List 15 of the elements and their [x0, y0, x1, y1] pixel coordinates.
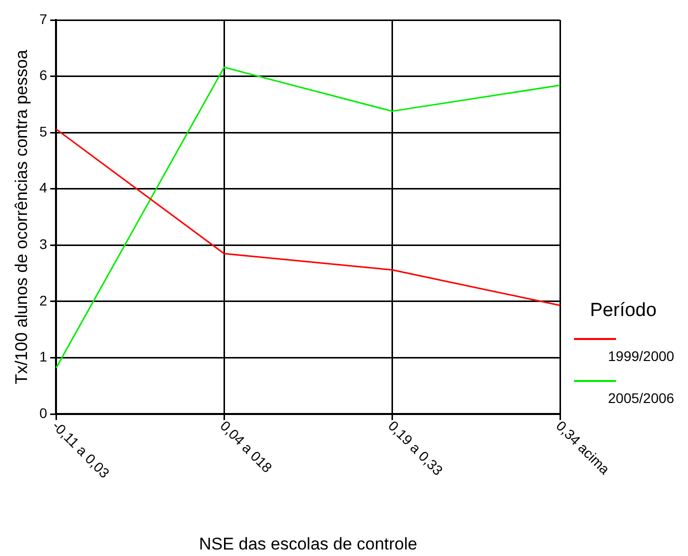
legend-label: 1999/2000 [608, 348, 674, 364]
y-tick-label: 7 [39, 10, 48, 27]
y-tick-label: 2 [39, 292, 48, 308]
legend-label: 2005/2006 [608, 390, 674, 406]
x-tick-label: 0,19 a 0,33 [385, 418, 446, 479]
x-axis-title: NSE das escolas de controle [198, 534, 418, 554]
y-axis-title: Tx/100 alunos de ocorrências contra pessoa [12, 49, 31, 384]
y-tick-label: 0 [39, 404, 48, 421]
y-tick-label: 6 [39, 67, 48, 84]
y-tick-label: 4 [39, 180, 48, 196]
x-tick-label: 0,04 a 018 [217, 418, 276, 476]
y-tick-label: 1 [39, 348, 48, 365]
legend-title: Período [590, 300, 658, 322]
y-tick-label: 3 [39, 236, 48, 252]
y-tick-label: 5 [39, 123, 48, 140]
